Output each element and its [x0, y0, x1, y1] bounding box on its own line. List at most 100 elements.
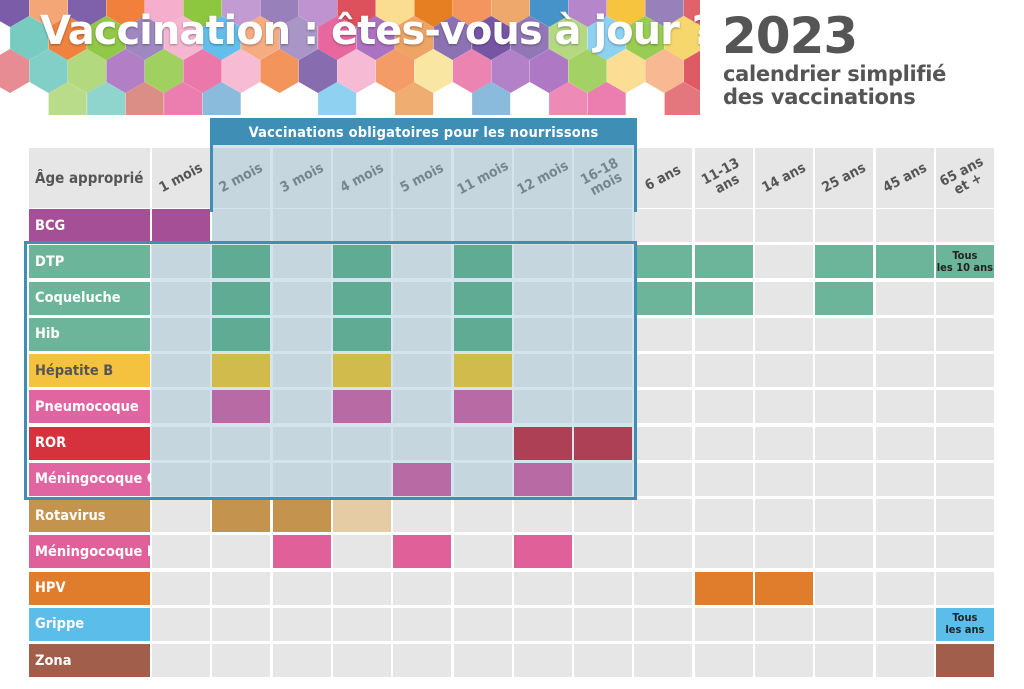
dose-cell-meningocoque-b: [393, 535, 452, 569]
grid-cell: [875, 571, 934, 605]
dose-cell-pneumocoque: [453, 390, 512, 424]
mosaic-hexagon: [645, 49, 684, 93]
grid-cell: [272, 571, 331, 605]
dose-cell-hib: [453, 317, 512, 351]
grid-cell: [453, 499, 512, 532]
grid-cell: [574, 462, 633, 496]
grid-cell: [393, 426, 452, 460]
mosaic-hexagon: [664, 82, 700, 115]
grid-cell: [453, 535, 512, 569]
grid-cell: [272, 209, 331, 242]
mosaic-hexagon: [298, 0, 338, 27]
grid-cell: [935, 390, 994, 424]
mandatory-label: Vaccinations obligatoires pour les nourr…: [213, 121, 634, 145]
grid-cell: [875, 499, 934, 532]
grid-cell: [694, 644, 753, 677]
column-header-4-mois: 4 mois: [332, 148, 391, 208]
grid-cell: [755, 462, 813, 496]
grid-cell: [152, 462, 210, 496]
mosaic-hexagon: [0, 49, 30, 93]
grid-cell: [513, 499, 572, 532]
grid-cell: [272, 245, 331, 279]
dose-cell-dtp: Tous les 10 ans: [935, 245, 994, 279]
grid-cell: [212, 462, 271, 496]
dose-cell-coqueluche: [634, 281, 693, 315]
mosaic-hexagon: [221, 49, 261, 93]
mosaic-hexagon: [587, 82, 626, 115]
grid-cell: [935, 426, 994, 460]
grid-cell: [272, 317, 331, 351]
row-label-meningocoque-c: Méningocoque C: [29, 462, 150, 496]
column-header-1-mois: 1 mois: [152, 148, 210, 208]
grid-cell: [393, 281, 452, 315]
mosaic-hexagon: [568, 0, 607, 27]
grid-cell: [694, 354, 753, 387]
mosaic-hexagon: [318, 16, 357, 60]
mosaic-hexagon: [433, 16, 472, 60]
grid-cell: [272, 607, 331, 641]
mosaic-hexagon: [164, 16, 203, 60]
grid-cell: [935, 209, 994, 242]
column-header-label: 65 ans et +: [937, 153, 987, 199]
mosaic-hexagon: [375, 0, 415, 27]
grid-cell: [815, 607, 874, 641]
grid-cell: [935, 499, 994, 532]
grid-cell: [332, 535, 391, 569]
grid-cell: [272, 462, 331, 496]
dose-cell-pneumocoque: [332, 390, 391, 424]
grid-cell: [755, 426, 813, 460]
dose-cell-grippe: Tous les ans: [935, 607, 994, 641]
mosaic-hexagon: [549, 16, 588, 60]
mosaic-hexagon: [491, 0, 530, 27]
dose-cell-dtp: [634, 245, 693, 279]
column-header-label: 14 ans: [759, 159, 809, 197]
grid-cell: [815, 390, 874, 424]
grid-cell: [634, 499, 693, 532]
column-header-11-13-ans: 11-13 ans: [694, 148, 753, 208]
mosaic-hexagon: [587, 16, 626, 60]
grid-cell: [935, 281, 994, 315]
dose-cell-dtp: [815, 245, 874, 279]
grid-cell: [574, 571, 633, 605]
grid-cell: [634, 209, 693, 242]
grid-cell: [574, 209, 633, 242]
age-header: Âge approprié: [29, 148, 150, 208]
dose-cell-hib: [212, 317, 271, 351]
grid-cell: [574, 245, 633, 279]
mosaic-hexagon: [452, 0, 492, 27]
mosaic-hexagon: [452, 49, 492, 93]
mosaic-hexagon: [202, 82, 241, 115]
grid-cell: [332, 607, 391, 641]
grid-cell: [875, 354, 934, 387]
grid-cell: [694, 317, 753, 351]
grid-cell: [513, 245, 572, 279]
grid-cell: [574, 354, 633, 387]
grid-cell: [332, 209, 391, 242]
grid-cell: [393, 354, 452, 387]
mosaic-hexagon: [260, 49, 299, 93]
grid-cell: [513, 317, 572, 351]
mosaic-hexagon: [29, 49, 68, 93]
grid-cell: [453, 462, 512, 496]
grid-cell: [815, 535, 874, 569]
dose-cell-ror: [574, 426, 633, 460]
grid-cell: [875, 281, 934, 315]
grid-cell: [815, 571, 874, 605]
mosaic-hexagon: [356, 16, 395, 60]
row-label-grippe: Grippe: [29, 607, 150, 641]
column-header-3-mois: 3 mois: [272, 148, 331, 208]
dose-cell-meningocoque-c: [513, 462, 572, 496]
grid-cell: [935, 571, 994, 605]
grid-cell: [212, 607, 271, 641]
mosaic-hexagon: [318, 82, 357, 115]
mosaic-hexagon: [395, 82, 434, 115]
dose-cell-coqueluche: [815, 281, 874, 315]
grid-cell: [755, 644, 813, 677]
grid-cell: [935, 354, 994, 387]
grid-cell: [815, 462, 874, 496]
grid-cell: [212, 571, 271, 605]
mosaic-hexagon: [664, 16, 700, 60]
grid-cell: [935, 317, 994, 351]
grid-cell: [574, 535, 633, 569]
dose-cell-meningocoque-b: [272, 535, 331, 569]
